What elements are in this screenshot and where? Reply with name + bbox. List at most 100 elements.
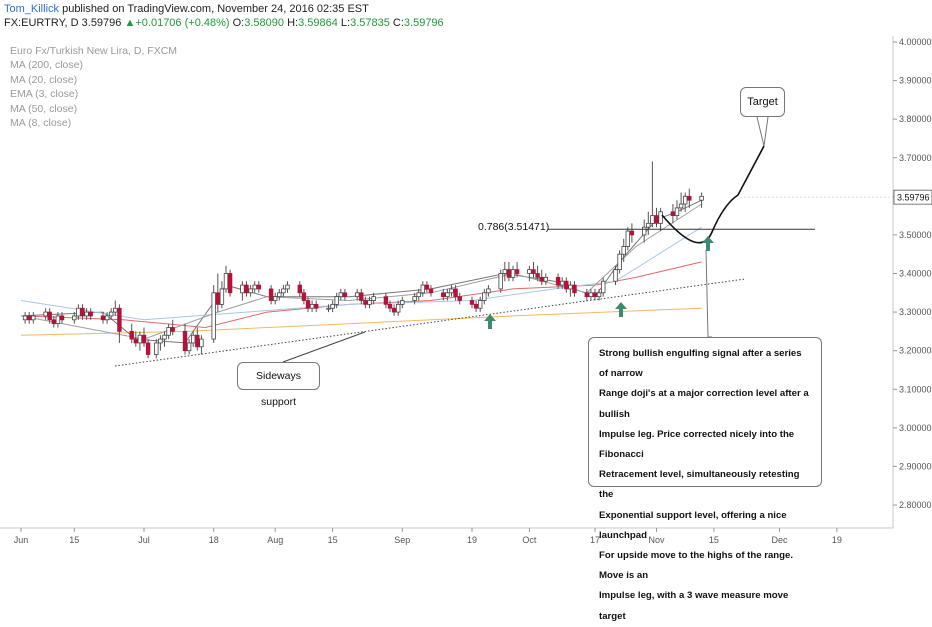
candle-down [469,300,475,305]
x-tick-label: Dec [771,535,788,545]
candle-down [47,311,52,321]
legend-ma8[interactable]: MA (8, close) [10,117,72,130]
candle-up [400,300,405,305]
candle-down [535,273,540,278]
candle-down [654,215,659,224]
candle-up [613,269,618,282]
candle-up [72,315,77,321]
low-value: 3.57835 [350,17,390,29]
x-axis: Jun 15 Jul 18 Aug 15 Sep 19 Oct 17 Nov 15 Dec 19 [0,527,893,545]
author-link[interactable]: Tom_Killick [4,3,60,15]
candle-up [678,203,684,209]
candle-up [84,311,89,317]
x-tick-label: 19 [467,535,477,545]
candle-down [629,230,635,236]
x-tick-label: Aug [267,535,283,545]
candle-down [227,273,233,294]
fib-level-label: 0.786(3.51471) [478,221,549,233]
up-triangle-icon: ▲ [124,17,136,29]
candle-up [371,296,376,301]
candle-up [510,269,516,278]
x-tick-label: Nov [648,535,665,545]
candle-up [674,207,680,217]
candle-up [186,342,192,352]
legend-ma200[interactable]: MA (200, close) [10,59,83,72]
candle-down [387,303,393,309]
x-tick-label: Oct [522,535,537,545]
candle-down [313,303,319,309]
x-tick-label: 15 [328,535,338,545]
last-price-tag-text: 3.59796 [897,193,930,203]
candle-down [182,330,188,352]
target-path [661,145,765,244]
legend-ma20[interactable]: MA (20, close) [10,73,78,86]
legend-ma50[interactable]: MA (50, close) [10,102,78,115]
candle-up [412,296,417,301]
candle-up [252,284,257,290]
candle-up [498,273,503,290]
candle-down [342,292,348,298]
candle-down [100,315,106,321]
symbol-quote-line: FX:EURTRY, D 3.59796 ▲+0.01706 (+0.48%) … [4,17,444,29]
target-pointer [756,116,769,147]
candle-up [240,284,245,294]
candle-up [625,230,630,247]
legend-ema3[interactable]: EMA (3, close) [10,88,79,101]
y-tick-label: 3.30000 [899,307,932,317]
price-change: +0.01706 (+0.48%) [135,17,230,29]
indicator-line [20,203,702,340]
analysis-line: Retracement level, simultaneously retest… [599,469,800,501]
candle-up [272,296,278,301]
candle-down [531,269,536,274]
candle-down [592,292,598,298]
candle-down [268,288,274,301]
x-tick-label: 19 [832,535,842,545]
y-axis: 4.000003.900003.800003.700003.600003.500… [892,36,932,528]
y-tick-label: 3.90000 [899,76,932,86]
candle-down [383,296,389,305]
indicator-legend: Euro Fx/Turkish New Lira, D, FXCM MA (20… [10,44,177,130]
candle-up [650,215,655,224]
sideways-support-callout: Sideways support [237,362,320,408]
candle-up [277,292,282,298]
candle-down [359,292,364,301]
candle-down [59,315,65,321]
candle-up [642,226,647,236]
candle-up [367,300,372,305]
candle-down [428,288,434,294]
candle-down [584,292,589,298]
x-tick-label: 15 [69,535,79,545]
candle-up [543,276,548,282]
analysis-callout: Strong bullish engulfing signal after a … [588,337,822,622]
y-tick-label: 3.50000 [899,230,932,240]
candle-down [129,330,134,340]
last-price: 3.59796 [81,17,122,29]
candle-up [658,211,663,224]
close-value: 3.59796 [403,17,444,29]
candle-up [621,246,626,255]
candle-up [309,303,315,309]
candle-up [449,288,454,294]
candle-up [588,292,594,298]
candle-up [43,311,48,317]
candle-up [162,334,167,340]
sideways-support-text: Sideways support [256,370,301,408]
candle-up [55,315,61,325]
open-label: O: [232,17,245,29]
candle-up [617,253,622,271]
y-tick-label: 3.40000 [899,269,932,279]
candle-up [699,195,704,201]
candle-down [88,311,93,317]
candle-down [506,269,512,278]
candle-up [31,315,36,321]
candle-up [248,288,253,294]
y-tick-label: 3.00000 [899,423,932,433]
publish-header: Tom_Killick published on TradingView.com… [4,3,369,15]
y-tick-label: 2.90000 [899,461,932,471]
candle-up [330,303,335,309]
y-tick-label: 4.00000 [899,37,932,47]
analysis-line: Impulse leg. Price corrected nicely into… [599,428,795,461]
candle-down [555,276,561,286]
candle-down [297,284,302,294]
candle-up [354,292,360,298]
